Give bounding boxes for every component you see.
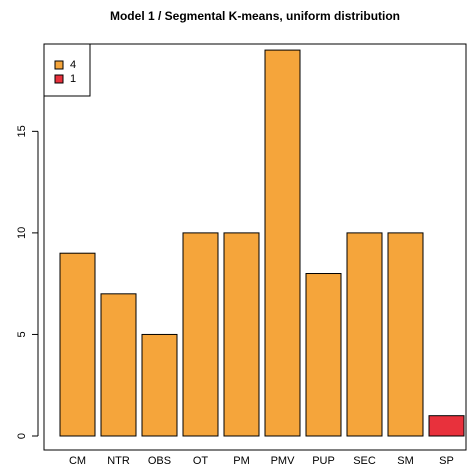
x-tick-label: NTR xyxy=(107,455,130,466)
bar xyxy=(223,232,260,437)
bar xyxy=(428,415,465,437)
legend-label: 4 xyxy=(70,59,76,71)
x-tick-label: PM xyxy=(233,455,250,466)
y-tick-label: 5 xyxy=(16,331,28,337)
bar xyxy=(387,232,424,437)
legend-swatch xyxy=(54,60,64,70)
bar xyxy=(100,293,137,437)
legend-swatch xyxy=(54,74,64,84)
x-tick-label: PUP xyxy=(312,455,335,466)
bar xyxy=(59,252,96,437)
y-tick-label: 0 xyxy=(16,433,28,439)
x-tick-label: OBS xyxy=(148,455,171,466)
y-tick-label: 10 xyxy=(16,227,28,239)
x-tick-label: SEC xyxy=(353,455,376,466)
x-tick-label: SM xyxy=(397,455,414,466)
legend-label: 1 xyxy=(70,73,76,85)
bar xyxy=(305,273,342,437)
x-tick-label: SP xyxy=(439,455,454,466)
bar xyxy=(346,232,383,437)
plot-box xyxy=(43,43,467,451)
chart-title: Model 1 / Segmental K-means, uniform dis… xyxy=(110,9,400,23)
bar xyxy=(141,333,178,437)
legend-box xyxy=(43,43,91,97)
bar xyxy=(264,49,301,437)
x-tick-label: PMV xyxy=(271,455,296,466)
y-tick-label: 15 xyxy=(16,125,28,137)
x-tick-label: OT xyxy=(193,455,209,466)
bar xyxy=(182,232,219,437)
x-tick-label: CM xyxy=(69,455,86,466)
